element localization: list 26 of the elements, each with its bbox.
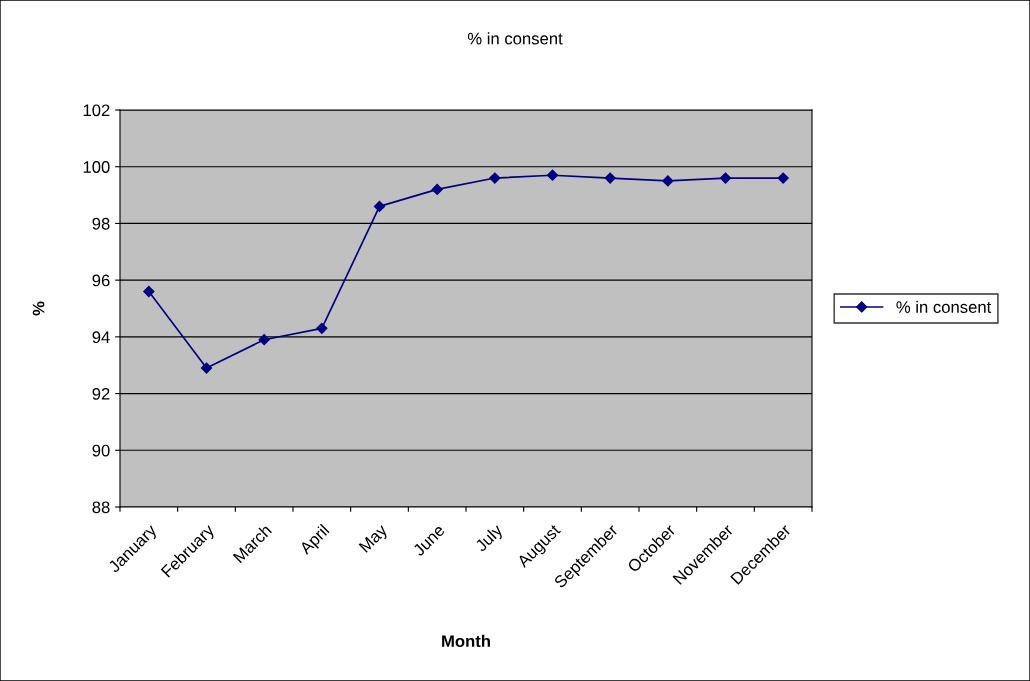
point [546,169,559,181]
y-axis-title: % [32,301,45,316]
y-tick-label: 94 [92,331,110,344]
legend-label: % in consent [896,300,992,313]
point [777,172,789,184]
y-tick-label: 90 [92,444,110,457]
y-tick-label: 100 [83,161,110,173]
y-tick-label: 96 [92,274,110,287]
point [200,362,213,374]
y-tick-label: 88 [92,501,110,514]
point [258,334,270,346]
point [604,172,616,184]
point [143,285,155,298]
y-tick-label: 98 [92,217,110,230]
point [431,183,443,196]
point [719,172,732,184]
x-tick-label: May [358,523,391,556]
y-tick-label: 92 [92,387,110,400]
x-tick-label: July [474,522,506,555]
x-axis-title: Month [442,634,490,648]
point [662,175,674,187]
y-tick-label: 102 [83,104,110,117]
chart-title: % in consent [467,32,563,45]
point [316,322,328,334]
point [489,172,501,184]
point [373,200,386,213]
